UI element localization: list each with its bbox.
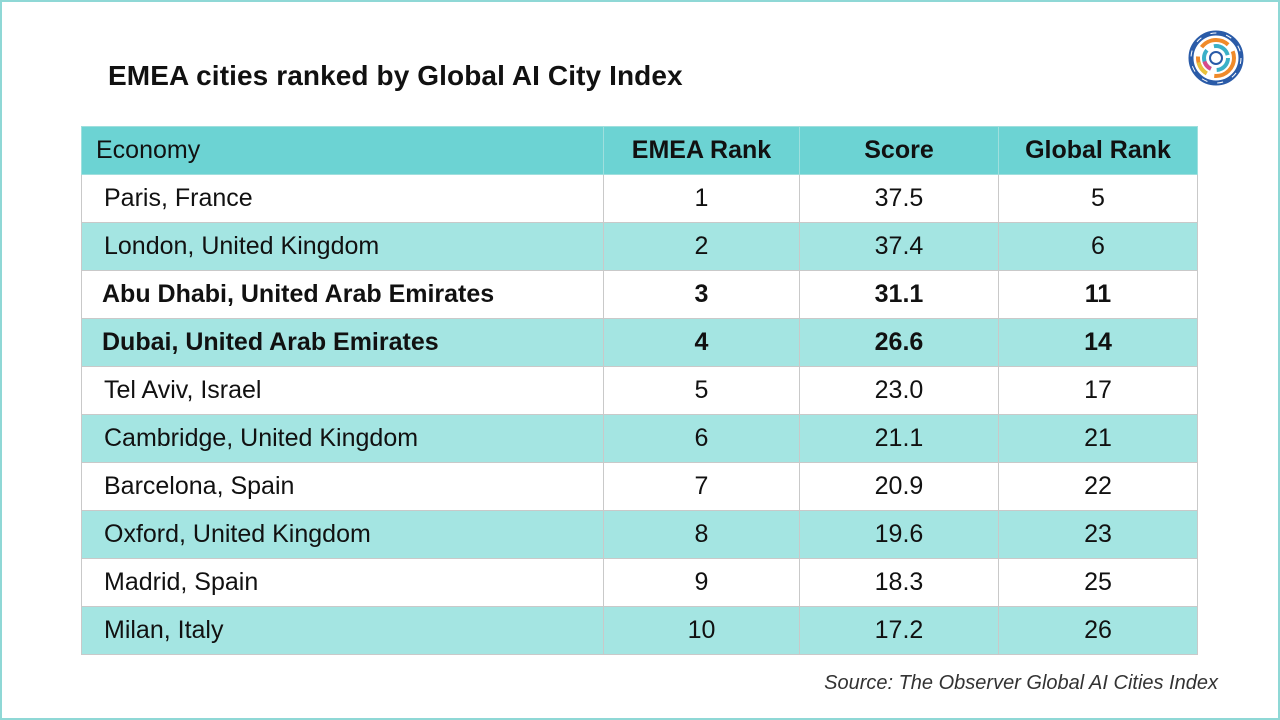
cell-score: 21.1 xyxy=(799,414,999,463)
cell-emea-rank: 6 xyxy=(603,414,800,463)
cell-global-rank: 6 xyxy=(998,222,1198,271)
table-row: Oxford, United Kingdom 8 19.6 23 xyxy=(81,510,1198,559)
cell-economy: Abu Dhabi, United Arab Emirates xyxy=(81,270,604,319)
cell-emea-rank: 2 xyxy=(603,222,800,271)
table-row: London, United Kingdom 2 37.4 6 xyxy=(81,222,1198,271)
page-title: EMEA cities ranked by Global AI City Ind… xyxy=(108,60,683,91)
cell-score: 20.9 xyxy=(799,462,999,511)
cell-emea-rank: 7 xyxy=(603,462,800,511)
table-row: Madrid, Spain 9 18.3 25 xyxy=(81,558,1198,607)
cell-score: 18.3 xyxy=(799,558,999,607)
cell-economy: Cambridge, United Kingdom xyxy=(81,414,604,463)
cell-score: 19.6 xyxy=(799,510,999,559)
table-row: Cambridge, United Kingdom 6 21.1 21 xyxy=(81,414,1198,463)
cell-emea-rank: 4 xyxy=(603,318,800,367)
column-header-score: Score xyxy=(799,126,999,175)
table-row: Tel Aviv, Israel 5 23.0 17 xyxy=(81,366,1198,415)
table-row: Paris, France 1 37.5 5 xyxy=(81,174,1198,223)
cell-emea-rank: 1 xyxy=(603,174,800,223)
cell-economy: Barcelona, Spain xyxy=(81,462,604,511)
cell-economy: Paris, France xyxy=(81,174,604,223)
cell-global-rank: 26 xyxy=(998,606,1198,655)
cell-emea-rank: 9 xyxy=(603,558,800,607)
cell-emea-rank: 10 xyxy=(603,606,800,655)
cell-economy: Dubai, United Arab Emirates xyxy=(81,318,604,367)
cell-economy: Milan, Italy xyxy=(81,606,604,655)
column-header-emea-rank: EMEA Rank xyxy=(603,126,800,175)
table-row: Abu Dhabi, United Arab Emirates 3 31.1 11 xyxy=(81,270,1198,319)
table-row: Dubai, United Arab Emirates 4 26.6 14 xyxy=(81,318,1198,367)
rankings-table: Economy EMEA Rank Score Global Rank Pari… xyxy=(81,126,1198,655)
table-row: Barcelona, Spain 7 20.9 22 xyxy=(81,462,1198,511)
cell-score: 37.5 xyxy=(799,174,999,223)
cell-emea-rank: 3 xyxy=(603,270,800,319)
cell-economy: Madrid, Spain xyxy=(81,558,604,607)
cell-score: 17.2 xyxy=(799,606,999,655)
cell-score: 23.0 xyxy=(799,366,999,415)
cell-economy: Tel Aviv, Israel xyxy=(81,366,604,415)
cell-score: 26.6 xyxy=(799,318,999,367)
column-header-global-rank: Global Rank xyxy=(998,126,1198,175)
cell-score: 31.1 xyxy=(799,270,999,319)
cell-economy: London, United Kingdom xyxy=(81,222,604,271)
concentric-ring-logo-icon xyxy=(1188,30,1244,86)
cell-score: 37.4 xyxy=(799,222,999,271)
cell-global-rank: 25 xyxy=(998,558,1198,607)
table-body: Paris, France 1 37.5 5 London, United Kingdo… xyxy=(81,174,1198,655)
cell-global-rank: 17 xyxy=(998,366,1198,415)
cell-global-rank: 11 xyxy=(998,270,1198,319)
cell-emea-rank: 5 xyxy=(603,366,800,415)
cell-global-rank: 22 xyxy=(998,462,1198,511)
cell-global-rank: 5 xyxy=(998,174,1198,223)
column-header-economy: Economy xyxy=(81,126,604,175)
cell-global-rank: 14 xyxy=(998,318,1198,367)
table-row: Milan, Italy 10 17.2 26 xyxy=(81,606,1198,655)
table-header-row: Economy EMEA Rank Score Global Rank xyxy=(81,126,1198,175)
cell-emea-rank: 8 xyxy=(603,510,800,559)
cell-economy: Oxford, United Kingdom xyxy=(81,510,604,559)
cell-global-rank: 23 xyxy=(998,510,1198,559)
cell-global-rank: 21 xyxy=(998,414,1198,463)
source-note: Source: The Observer Global AI Cities In… xyxy=(824,672,1218,694)
